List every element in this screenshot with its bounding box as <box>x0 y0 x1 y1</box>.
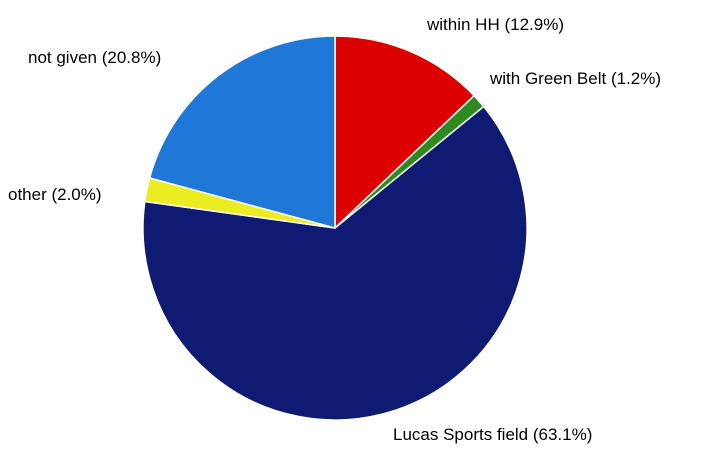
slice-within-hh <box>334 35 475 229</box>
slice-not-given <box>148 35 336 229</box>
slice-label-lucas-sports-field: Lucas Sports field (63.1%) <box>393 425 592 444</box>
label-layer: within HH (12.9%) with Green Belt (1.2%)… <box>8 15 661 444</box>
slice-label-green-belt: with Green Belt (1.2%) <box>489 69 661 88</box>
slice-lucas-sports-field <box>142 105 528 421</box>
slice-label-other: other (2.0%) <box>8 185 102 204</box>
slice-label-not-given: not given (20.8%) <box>28 48 161 67</box>
slice-label-within-hh: within HH (12.9%) <box>426 15 564 34</box>
slice-layer <box>142 35 528 421</box>
